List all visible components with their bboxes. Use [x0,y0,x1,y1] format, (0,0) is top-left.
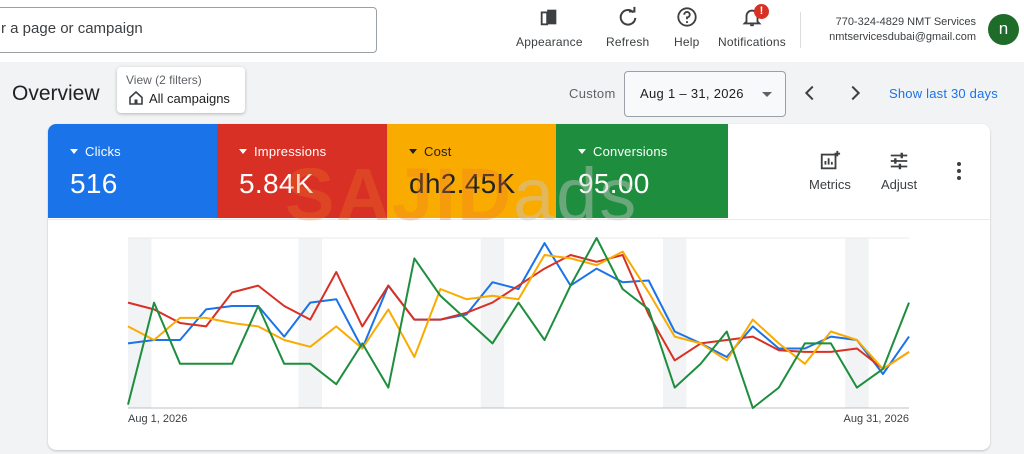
adjust-button[interactable]: Adjust [881,150,917,192]
refresh-button[interactable]: Refresh [606,4,649,54]
metrics-button[interactable]: Metrics [809,150,851,192]
chevron-left-icon[interactable] [799,82,821,104]
account-name: 770-324-4829 NMT Services [835,16,976,28]
avatar[interactable]: n [988,14,1019,45]
metric-tile-conversions[interactable]: Conversions 95.00 [556,124,728,218]
caret-down-icon [762,92,772,97]
notifications-button[interactable]: ! Notifications [718,4,786,54]
impressions-series-line [127,254,910,370]
chevron-right-icon[interactable] [844,82,866,104]
filter-scope-label: All campaigns [149,91,230,106]
metric-tile-cost[interactable]: Cost dh2.45K [387,124,556,218]
card-divider [48,219,990,220]
weekend-shade [845,238,869,408]
date-range-value: Aug 1 – 31, 2026 [640,86,744,101]
search-input[interactable] [1,20,361,37]
view-filter-chip[interactable]: View (2 filters) All campaigns [117,67,245,113]
dropdown-triangle-icon [578,149,586,154]
adjust-label: Adjust [881,177,918,192]
conversions-series-line [127,237,910,409]
weekend-shade [298,238,322,408]
performance-card: Clicks 516 Impressions 5.84K Cost dh2.45… [48,124,990,450]
filter-count-label: View (2 filters) [126,73,202,87]
dropdown-triangle-icon [239,149,247,154]
tune-icon [890,152,908,170]
metric-name: Impressions [239,144,326,159]
metric-name: Clicks [70,144,121,159]
metric-tile-impressions[interactable]: Impressions 5.84K [217,124,387,218]
metric-value: dh2.45K [409,168,516,199]
metric-value: 516 [70,168,118,199]
help-icon [677,7,697,27]
dropdown-triangle-icon [409,149,417,154]
date-range-select[interactable]: Aug 1 – 31, 2026 [624,71,786,117]
more-vert-icon[interactable] [949,160,969,182]
add-chart-icon [820,150,841,170]
page-title: Overview [12,82,100,105]
cost-series-line [127,250,910,370]
notification-badge: ! [754,4,769,19]
metric-tile-clicks[interactable]: Clicks 516 [48,124,217,218]
top-bar: Appearance Refresh Help ! Notifications … [0,0,1024,62]
search-box[interactable] [0,7,377,53]
date-range-type: Custom [569,86,616,101]
show-last-30-days-link[interactable]: Show last 30 days [889,86,998,101]
metric-value: 95.00 [578,168,650,199]
metric-name: Conversions [578,144,667,159]
toolbar-divider [800,12,801,48]
metrics-label: Metrics [809,177,851,192]
weekend-shade [128,238,152,408]
dropdown-triangle-icon [70,149,78,154]
help-button[interactable]: Help [674,4,699,54]
metric-name: Cost [409,144,452,159]
x-axis-end-label: Aug 31, 2026 [844,413,909,425]
help-label: Help [674,35,700,49]
x-axis-start-label: Aug 1, 2026 [128,413,187,425]
weekend-shade [480,238,505,408]
account-info[interactable]: 770-324-4829 NMT Services nmtservicesdub… [808,15,976,45]
refresh-icon [619,6,637,26]
metric-value: 5.84K [239,168,314,199]
appearance-button[interactable]: Appearance [516,4,583,54]
home-icon [129,90,143,105]
account-email: nmtservicesdubai@gmail.com [829,31,976,43]
refresh-label: Refresh [606,35,650,49]
performance-line-chart: Aug 1, 2026 Aug 31, 2026 [127,237,910,425]
notifications-label: Notifications [718,35,786,49]
weekend-shade [662,238,687,408]
appearance-icon [541,9,557,26]
appearance-label: Appearance [516,35,583,49]
